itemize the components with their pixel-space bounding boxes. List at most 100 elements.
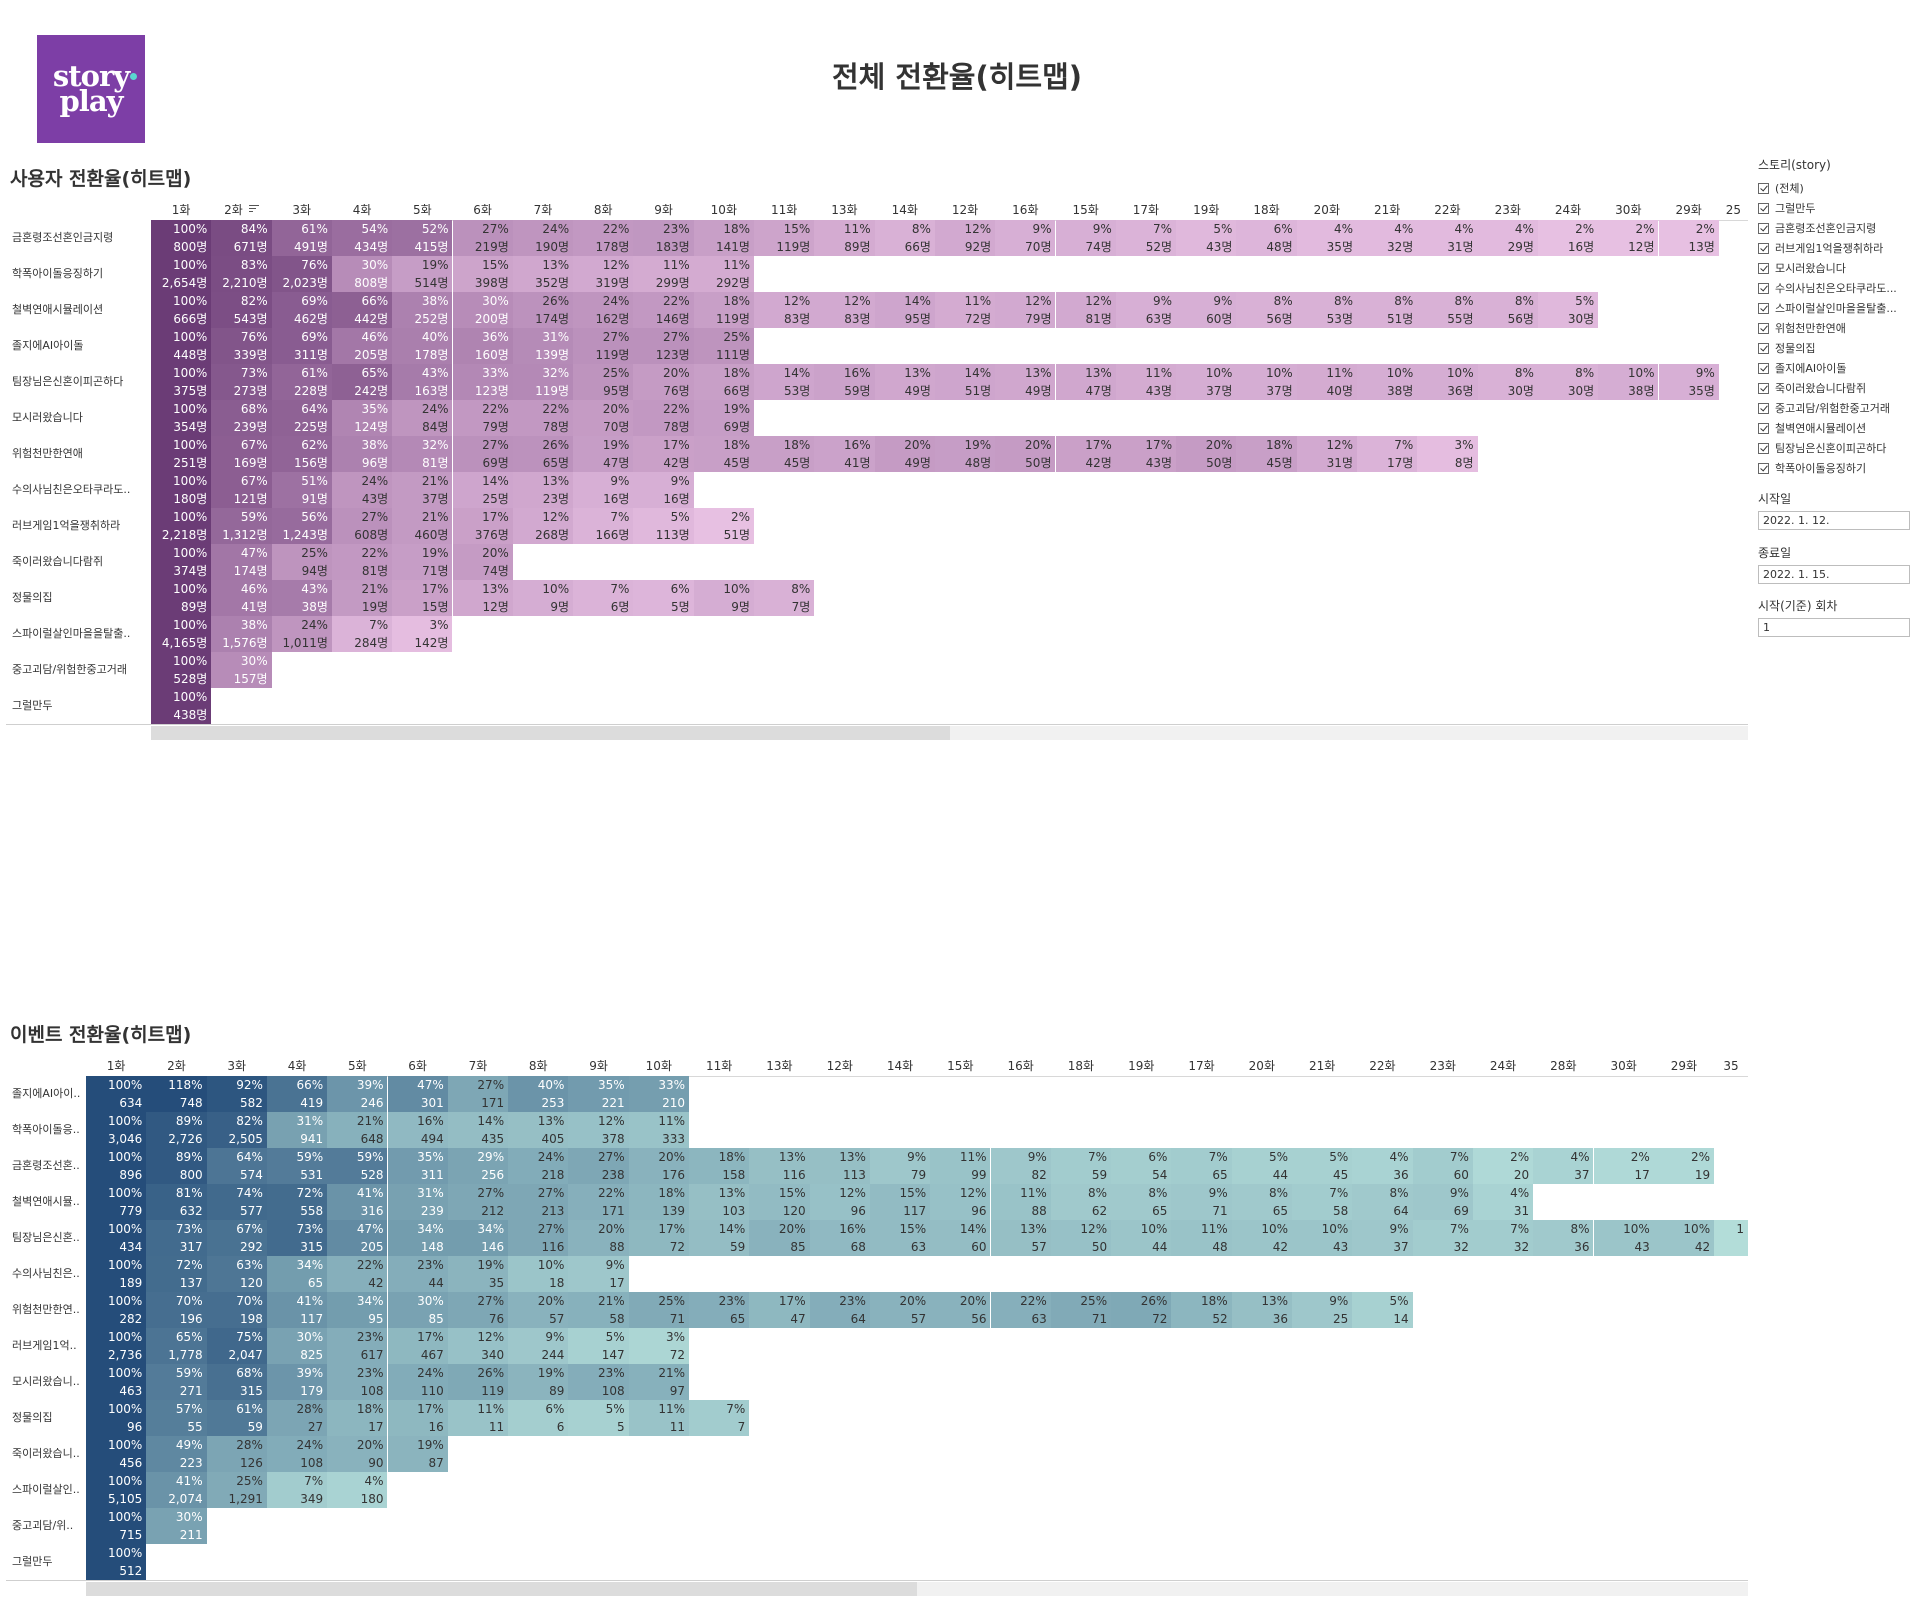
heatmap-cell[interactable]: 24% 110 xyxy=(387,1364,448,1400)
heatmap-cell[interactable]: 17% 15명 xyxy=(392,580,453,616)
column-header[interactable]: 11화 xyxy=(689,1056,749,1076)
heatmap-cell[interactable]: 7% 60 xyxy=(1412,1148,1473,1184)
heatmap-cell[interactable]: 8% 30명 xyxy=(1537,364,1599,400)
story-filter-option[interactable]: 그럴만두 xyxy=(1758,198,1908,218)
heatmap-cell[interactable]: 75% 2,047 xyxy=(206,1328,267,1364)
heatmap-cell[interactable]: 14% 25명 xyxy=(452,472,513,508)
heatmap-cell[interactable]: 11% 72명 xyxy=(934,292,996,328)
heatmap-cell[interactable]: 7% 59 xyxy=(1050,1148,1112,1184)
heatmap-cell[interactable]: 29% 256 xyxy=(447,1148,509,1184)
heatmap-cell[interactable]: 11% 40명 xyxy=(1296,364,1357,400)
heatmap-cell[interactable]: 10% 43 xyxy=(1292,1220,1353,1256)
heatmap-cell[interactable]: 7% 65 xyxy=(1171,1148,1232,1184)
heatmap-cell[interactable]: 17% 42명 xyxy=(1055,436,1116,472)
heatmap-cell[interactable]: 82% 2,505 xyxy=(206,1112,267,1148)
column-header[interactable]: 18화 xyxy=(1236,200,1296,220)
heatmap-cell[interactable]: 46% 205명 xyxy=(331,328,393,364)
heatmap-cell[interactable]: 72% 558 xyxy=(266,1184,328,1220)
heatmap-cell[interactable]: 19% 35 xyxy=(447,1256,509,1292)
heatmap-cell[interactable]: 47% 205 xyxy=(327,1220,388,1256)
heatmap-cell[interactable]: 25% 111명 xyxy=(693,328,754,364)
heatmap-cell[interactable]: 38% 1,576명 xyxy=(211,616,272,652)
column-header[interactable]: 23화 xyxy=(1413,1056,1473,1076)
column-header[interactable]: 14화 xyxy=(870,1056,930,1076)
story-filter-option[interactable]: 위험천만한연애 xyxy=(1758,318,1908,338)
column-header[interactable]: 30화 xyxy=(1594,1056,1654,1076)
checkbox-checked-icon[interactable] xyxy=(1758,402,1769,414)
row-label[interactable]: 스파이럴살인마을을탈출.. xyxy=(12,627,131,640)
heatmap-cell[interactable]: 30% 85 xyxy=(387,1292,448,1328)
heatmap-cell[interactable]: 68% 315 xyxy=(206,1364,267,1400)
column-header[interactable]: 25 xyxy=(1719,200,1748,220)
heatmap-cell[interactable]: 2% 17 xyxy=(1593,1148,1654,1184)
heatmap-cell[interactable]: 38% 252명 xyxy=(392,292,453,328)
heatmap-cell[interactable]: 19% 89 xyxy=(508,1364,569,1400)
heatmap-cell[interactable]: 59% 531 xyxy=(266,1148,328,1184)
heatmap-cell[interactable]: 69% 311명 xyxy=(271,328,332,364)
heatmap-cell[interactable]: 67% 169명 xyxy=(211,436,272,472)
heatmap-cell[interactable]: 59% 528 xyxy=(327,1148,388,1184)
heatmap-cell[interactable]: 21% 460명 xyxy=(392,508,453,544)
heatmap-cell[interactable]: 39% 246 xyxy=(327,1076,388,1112)
heatmap-cell[interactable]: 7% 7 xyxy=(689,1400,750,1436)
heatmap-cell[interactable]: 100% 2,654명 xyxy=(151,256,212,292)
heatmap-cell[interactable]: 64% 225명 xyxy=(271,400,332,436)
row-label[interactable]: 학폭아이돌응.. xyxy=(12,1123,80,1136)
heatmap-cell[interactable]: 8% 55명 xyxy=(1417,292,1478,328)
column-header[interactable]: 8화 xyxy=(573,200,633,220)
column-header[interactable]: 12화 xyxy=(810,1056,870,1076)
heatmap-cell[interactable]: 39% 179 xyxy=(266,1364,328,1400)
heatmap-cell[interactable]: 100% 89명 xyxy=(151,580,212,616)
row-label[interactable]: 러브게임1억을쟁취하라 xyxy=(12,519,121,532)
row-label[interactable]: 모시러왔습니다 xyxy=(12,411,83,424)
column-header[interactable]: 12화 xyxy=(935,200,995,220)
heatmap-cell[interactable]: 59% 1,312명 xyxy=(211,508,272,544)
heatmap-cell[interactable]: 17% 47 xyxy=(749,1292,810,1328)
heatmap-cell[interactable]: 21% 58 xyxy=(568,1292,629,1328)
heatmap-cell[interactable]: 12% 268명 xyxy=(512,508,574,544)
heatmap-cell[interactable]: 20% 88 xyxy=(568,1220,629,1256)
heatmap-cell[interactable]: 12% 378 xyxy=(568,1112,629,1148)
heatmap-cell[interactable]: 34% 95 xyxy=(327,1292,388,1328)
heatmap-cell[interactable]: 9% 82 xyxy=(990,1148,1051,1184)
heatmap-cell[interactable]: 10% 9명 xyxy=(693,580,754,616)
row-label[interactable]: 정물의집 xyxy=(12,591,53,604)
heatmap-cell[interactable]: 61% 59 xyxy=(206,1400,267,1436)
heatmap-cell[interactable]: 38% 96명 xyxy=(331,436,393,472)
heatmap-cell[interactable]: 11% 292명 xyxy=(693,256,754,292)
heatmap-cell[interactable]: 10% 37명 xyxy=(1236,364,1297,400)
heatmap-cell[interactable]: 12% 83명 xyxy=(754,292,815,328)
story-filter-option[interactable]: 중고괴담/위험한중고거래 xyxy=(1758,398,1908,418)
heatmap-cell[interactable]: 17% 16 xyxy=(387,1400,448,1436)
heatmap-cell[interactable]: 46% 41명 xyxy=(211,580,272,616)
heatmap-cell[interactable]: 41% 2,074 xyxy=(146,1472,207,1508)
checkbox-checked-icon[interactable] xyxy=(1758,362,1769,374)
heatmap-cell[interactable]: 4% 35명 xyxy=(1296,220,1357,256)
heatmap-cell[interactable]: 8% 56명 xyxy=(1477,292,1538,328)
heatmap-cell[interactable]: 5% 5 xyxy=(568,1400,629,1436)
heatmap-cell[interactable]: 12% 31명 xyxy=(1296,436,1357,472)
heatmap-cell[interactable]: 10% 42 xyxy=(1231,1220,1292,1256)
heatmap-cell[interactable]: 2% 20 xyxy=(1472,1148,1534,1184)
heatmap-cell[interactable]: 10% 42 xyxy=(1653,1220,1715,1256)
column-header[interactable]: 29화 xyxy=(1654,1056,1714,1076)
heatmap-cell[interactable]: 100% 180명 xyxy=(151,472,212,508)
heatmap-cell[interactable]: 22% 78명 xyxy=(512,400,574,436)
heatmap-cell[interactable]: 25% 1,291 xyxy=(206,1472,267,1508)
column-header[interactable]: 6화 xyxy=(388,1056,448,1076)
heatmap-cell[interactable]: 17% 376명 xyxy=(452,508,513,544)
heatmap-cell[interactable]: 36% 160명 xyxy=(452,328,513,364)
heatmap-cell[interactable]: 100% 354명 xyxy=(151,400,212,436)
heatmap-cell[interactable]: 22% 42 xyxy=(327,1256,388,1292)
heatmap-cell[interactable]: 8% 65 xyxy=(1111,1184,1172,1220)
heatmap-cell[interactable]: 35% 221 xyxy=(568,1076,629,1112)
story-filter-option[interactable]: 졸지에AI아이돌 xyxy=(1758,358,1908,378)
heatmap-cell[interactable]: 19% 514명 xyxy=(392,256,453,292)
row-label[interactable]: 금혼령조선혼인금지령 xyxy=(12,231,114,244)
heatmap-cell[interactable]: 15% 63 xyxy=(869,1220,931,1256)
column-header[interactable]: 9화 xyxy=(633,200,693,220)
heatmap-cell[interactable]: 6% 54 xyxy=(1111,1148,1172,1184)
heatmap-cell[interactable]: 12% 340 xyxy=(447,1328,509,1364)
start-episode-input[interactable]: 1 xyxy=(1758,618,1910,637)
heatmap-cell[interactable]: 12% 79명 xyxy=(995,292,1056,328)
